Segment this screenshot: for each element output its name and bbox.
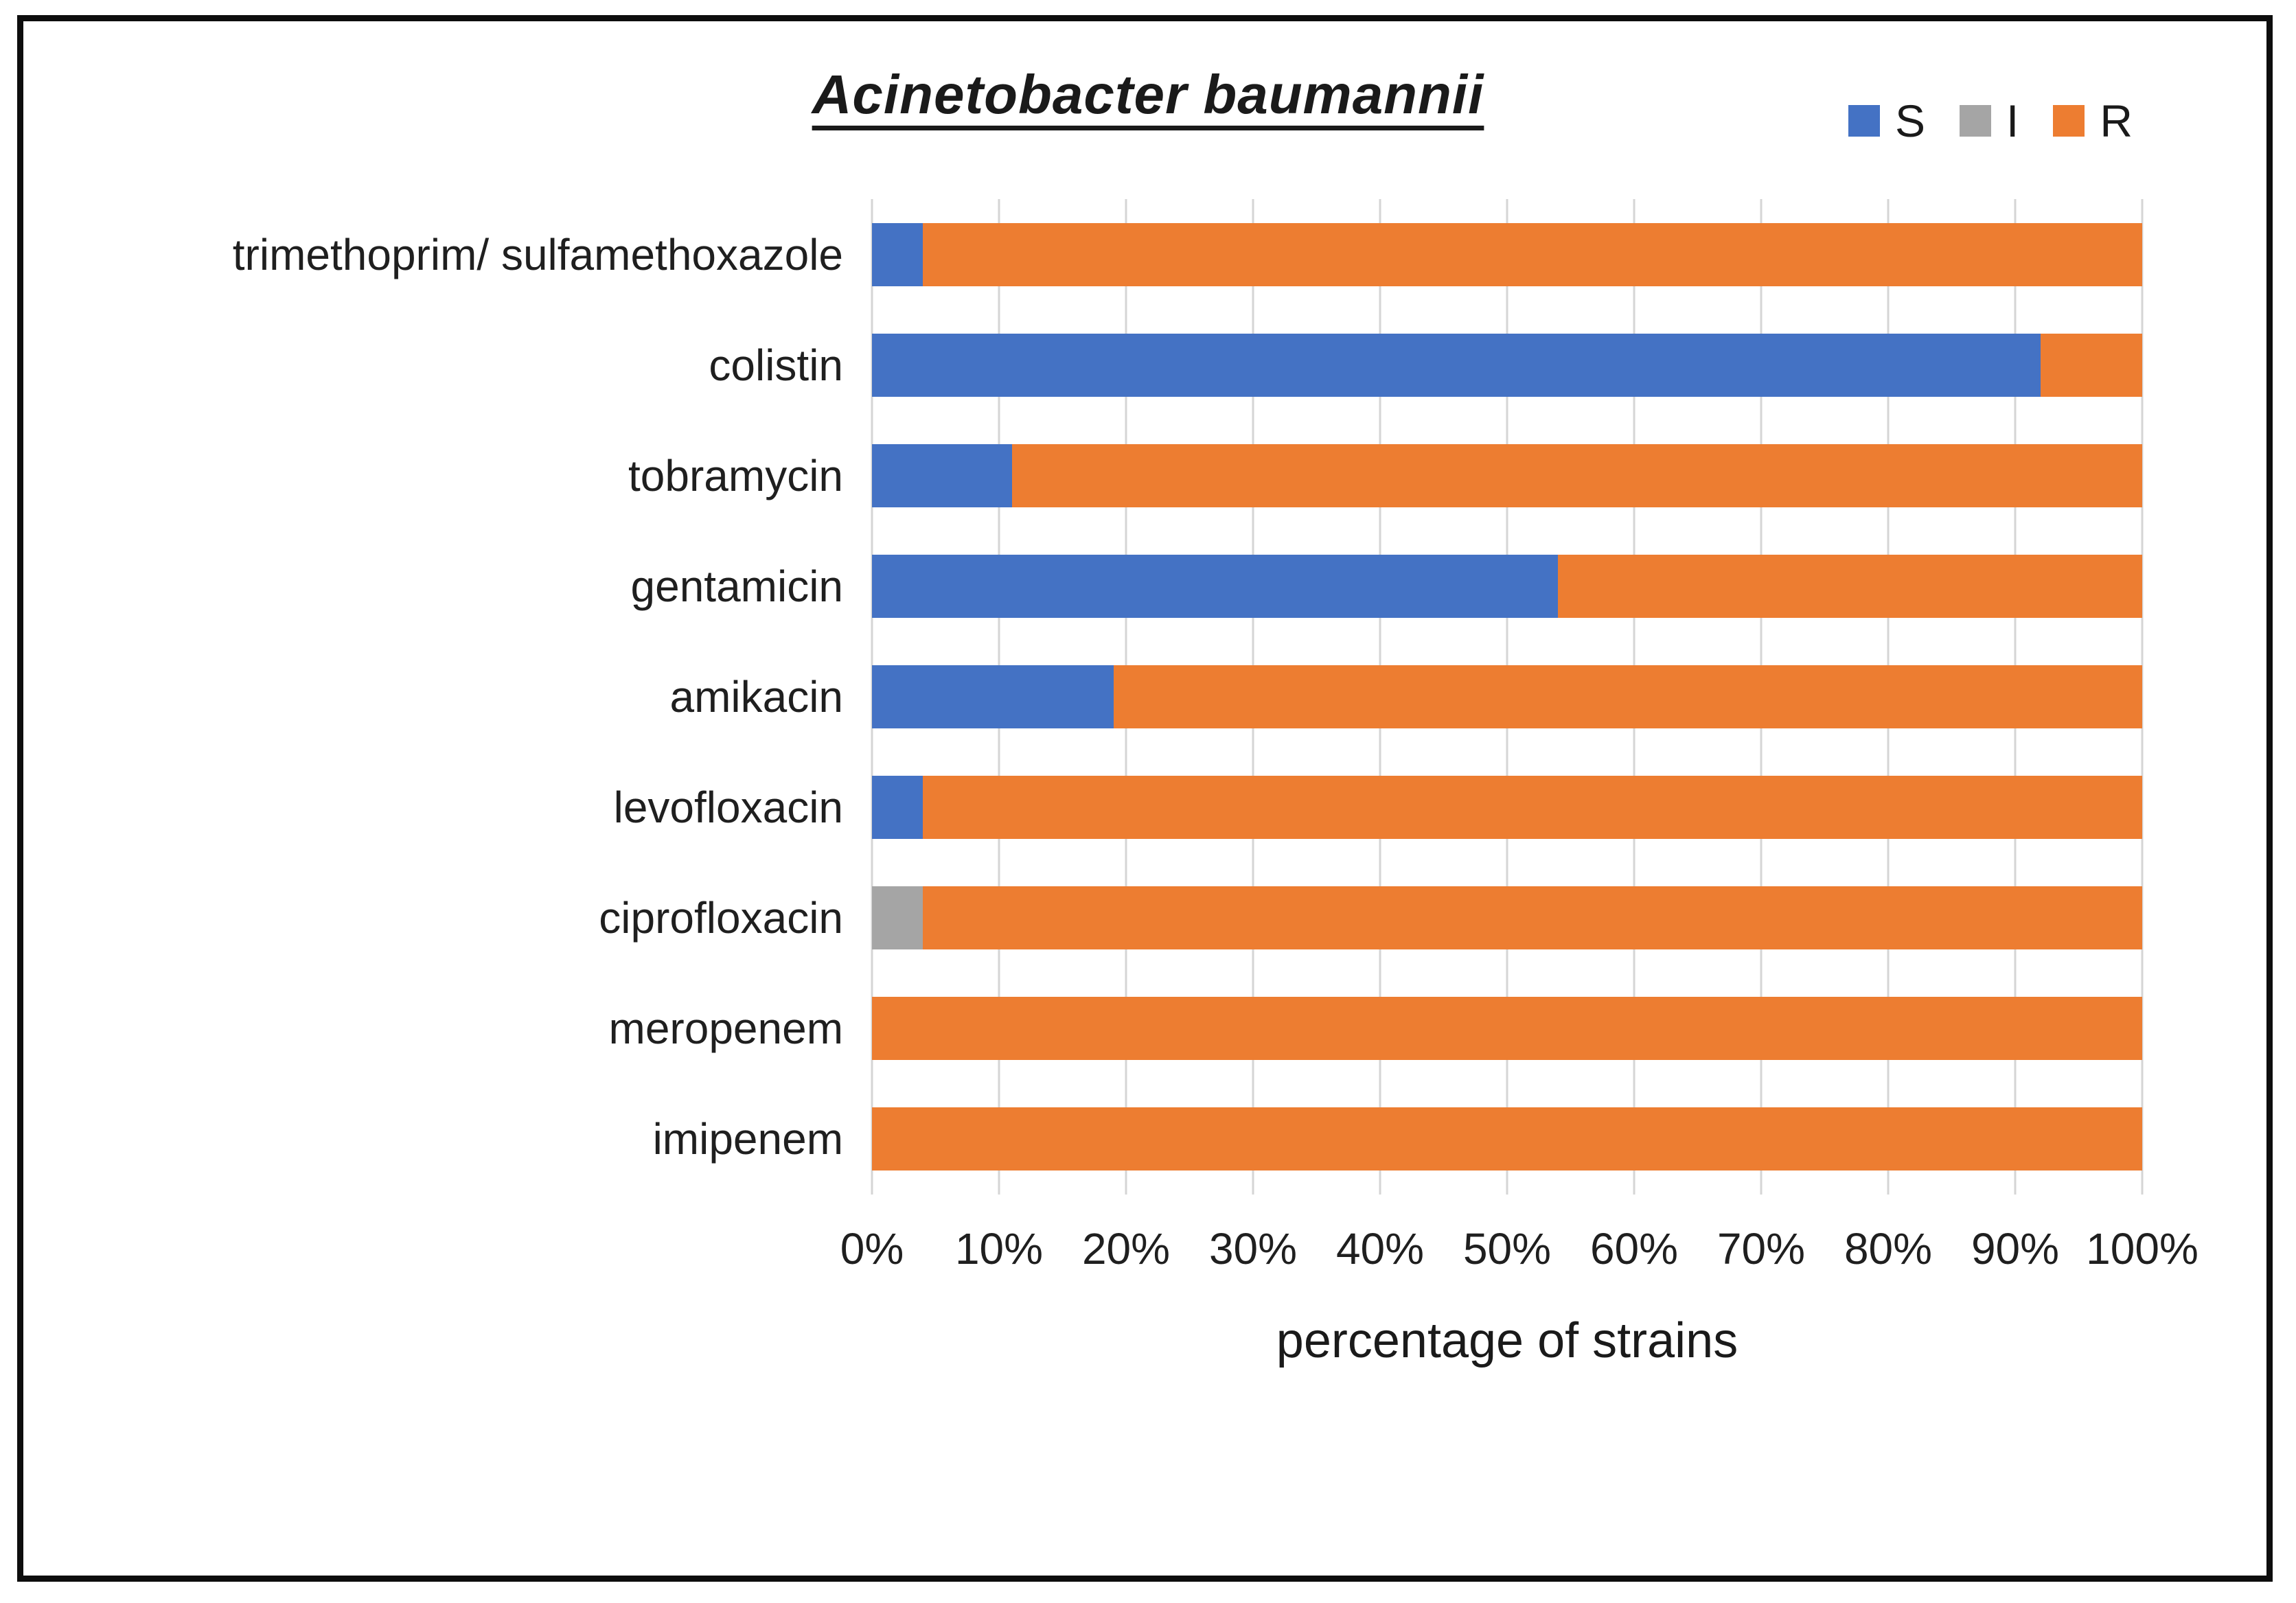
- bar-segment-S: [872, 222, 923, 286]
- x-tick-label: 40%: [1335, 1224, 1425, 1273]
- category-label: levofloxacin: [613, 783, 843, 833]
- stacked-bar: [872, 776, 2142, 840]
- bar-segment-S: [872, 333, 2041, 397]
- x-tick-label: 60%: [1589, 1224, 1679, 1273]
- stacked-bar: [872, 333, 2142, 397]
- legend-label-S: S: [1894, 95, 1925, 146]
- plot-area: [871, 199, 2144, 1195]
- bar-segment-R: [872, 1107, 2142, 1171]
- stacked-bar: [872, 665, 2142, 728]
- x-tick-label: 100%: [2086, 1224, 2199, 1273]
- x-axis-ticks: 0% 10% 20% 30% 40% 50% 60% 70% 80% 90% 100%: [840, 1223, 2199, 1285]
- bar-segment-R: [1011, 443, 2142, 507]
- category-label: colistin: [709, 340, 843, 390]
- chart-title: Acinetobacter baumannii: [812, 64, 1484, 125]
- x-tick-label: 0%: [840, 1224, 904, 1273]
- bar-row: [872, 420, 2142, 531]
- stacked-bar: [872, 443, 2142, 507]
- bar-segment-S: [872, 776, 923, 840]
- bar-segment-S: [872, 443, 1012, 507]
- category-label: trimethoprim/ sulfamethoxazole: [232, 229, 843, 279]
- x-tick-label: 30%: [1208, 1224, 1298, 1273]
- category-label: meropenem: [608, 1004, 844, 1054]
- bar-segment-S: [872, 554, 1558, 618]
- x-tick-label: 50%: [1462, 1224, 1552, 1273]
- legend-swatch-S: [1848, 105, 1880, 137]
- category-label: tobramycin: [628, 450, 843, 500]
- bar-row: [872, 641, 2142, 752]
- bar-segment-R: [2041, 333, 2142, 397]
- legend-swatch-I: [1959, 105, 1991, 137]
- legend-item-I: I: [1959, 95, 2019, 147]
- bar-segment-R: [872, 997, 2142, 1061]
- bar-row: [872, 1084, 2142, 1195]
- x-tick-label: 80%: [1844, 1224, 1933, 1273]
- x-tick-label: 70%: [1717, 1224, 1806, 1273]
- category-label: amikacin: [669, 671, 843, 722]
- category-label: imipenem: [652, 1114, 843, 1164]
- stacked-bar: [872, 554, 2142, 618]
- legend-label-I: I: [2006, 95, 2019, 146]
- bar-segment-R: [1113, 665, 2142, 728]
- bar-segment-I: [872, 886, 923, 950]
- stacked-bar: [872, 886, 2142, 950]
- legend-item-S: S: [1848, 95, 1925, 147]
- x-axis-title: percentage of strains: [1276, 1313, 1738, 1368]
- legend-label-R: R: [2100, 95, 2133, 146]
- bar-segment-S: [872, 665, 1114, 728]
- category-labels: trimethoprim/ sulfamethoxazole colistin to…: [27, 199, 846, 1195]
- gridline: [2141, 199, 2144, 1195]
- x-tick-label: 90%: [1971, 1224, 2060, 1273]
- bar-row: [872, 199, 2142, 310]
- bar-segment-R: [1558, 554, 2142, 618]
- category-label: gentamicin: [630, 561, 844, 611]
- bar-row: [872, 531, 2142, 641]
- bar-row: [872, 752, 2142, 863]
- bar-segment-R: [923, 776, 2142, 840]
- bars-layer: [872, 199, 2142, 1195]
- bar-segment-R: [923, 222, 2142, 286]
- stacked-bar: [872, 1107, 2142, 1171]
- bar-row: [872, 310, 2142, 420]
- stacked-bar: [872, 222, 2142, 286]
- stacked-bar: [872, 997, 2142, 1061]
- legend-item-R: R: [2053, 95, 2133, 147]
- bar-segment-R: [923, 886, 2142, 950]
- x-tick-label: 20%: [1081, 1224, 1171, 1273]
- legend-swatch-R: [2053, 105, 2085, 137]
- bar-row: [872, 863, 2142, 973]
- bar-row: [872, 973, 2142, 1084]
- category-label: ciprofloxacin: [599, 893, 843, 943]
- x-tick-label: 10%: [954, 1224, 1044, 1273]
